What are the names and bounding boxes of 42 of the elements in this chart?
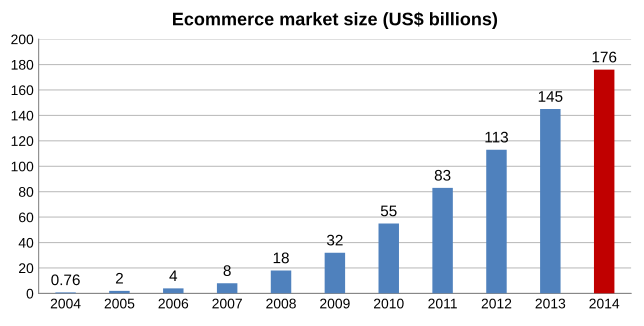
x-tick-label: 2010: [374, 298, 404, 308]
y-tick-label: 120: [12, 136, 34, 146]
bar: [324, 252, 346, 294]
data-label: 83: [434, 170, 450, 181]
y-tick-label: 160: [12, 85, 34, 96]
y-tick-label: 0: [26, 288, 34, 299]
y-tick-label: 100: [12, 162, 34, 172]
bar: [270, 270, 292, 294]
data-label: 0.76: [51, 274, 80, 286]
y-tick-label: 80: [18, 187, 34, 197]
data-label: 145: [538, 91, 562, 102]
data-label: 18: [274, 252, 289, 264]
y-tick-label: 200: [11, 34, 34, 44]
y-tick-label: 20: [19, 263, 34, 274]
bar: [432, 188, 453, 294]
data-label: 8: [224, 265, 231, 276]
data-label: 176: [592, 52, 616, 62]
x-tick-label: 2011: [428, 298, 457, 308]
x-tick-label: 2008: [266, 298, 296, 308]
x-tick-label: 2009: [320, 298, 350, 308]
data-label: 32: [326, 234, 343, 246]
data-label: 113: [485, 132, 508, 143]
x-tick-label: 2007: [212, 298, 242, 308]
x-tick-label: 2006: [158, 298, 188, 308]
x-tick-label: 2014: [589, 298, 620, 308]
chart-title: Ecommerce market size (US$ billions): [173, 12, 498, 29]
y-tick-label: 180: [12, 60, 34, 70]
x-tick-label: 2004: [50, 298, 81, 308]
y-tick-label: 40: [18, 238, 34, 248]
bar: [540, 109, 561, 294]
data-label: 55: [380, 206, 397, 216]
x-tick-label: 2005: [104, 298, 134, 308]
bar: [216, 283, 238, 294]
data-label: 2: [116, 272, 123, 284]
y-tick-label: 140: [12, 110, 34, 121]
data-label: 4: [169, 270, 178, 281]
x-tick-label: 2013: [536, 298, 566, 308]
bar: [594, 70, 614, 294]
bar: [378, 223, 399, 294]
bar: [486, 150, 507, 294]
y-tick-label: 60: [19, 212, 34, 222]
x-tick-label: 2012: [482, 298, 512, 308]
